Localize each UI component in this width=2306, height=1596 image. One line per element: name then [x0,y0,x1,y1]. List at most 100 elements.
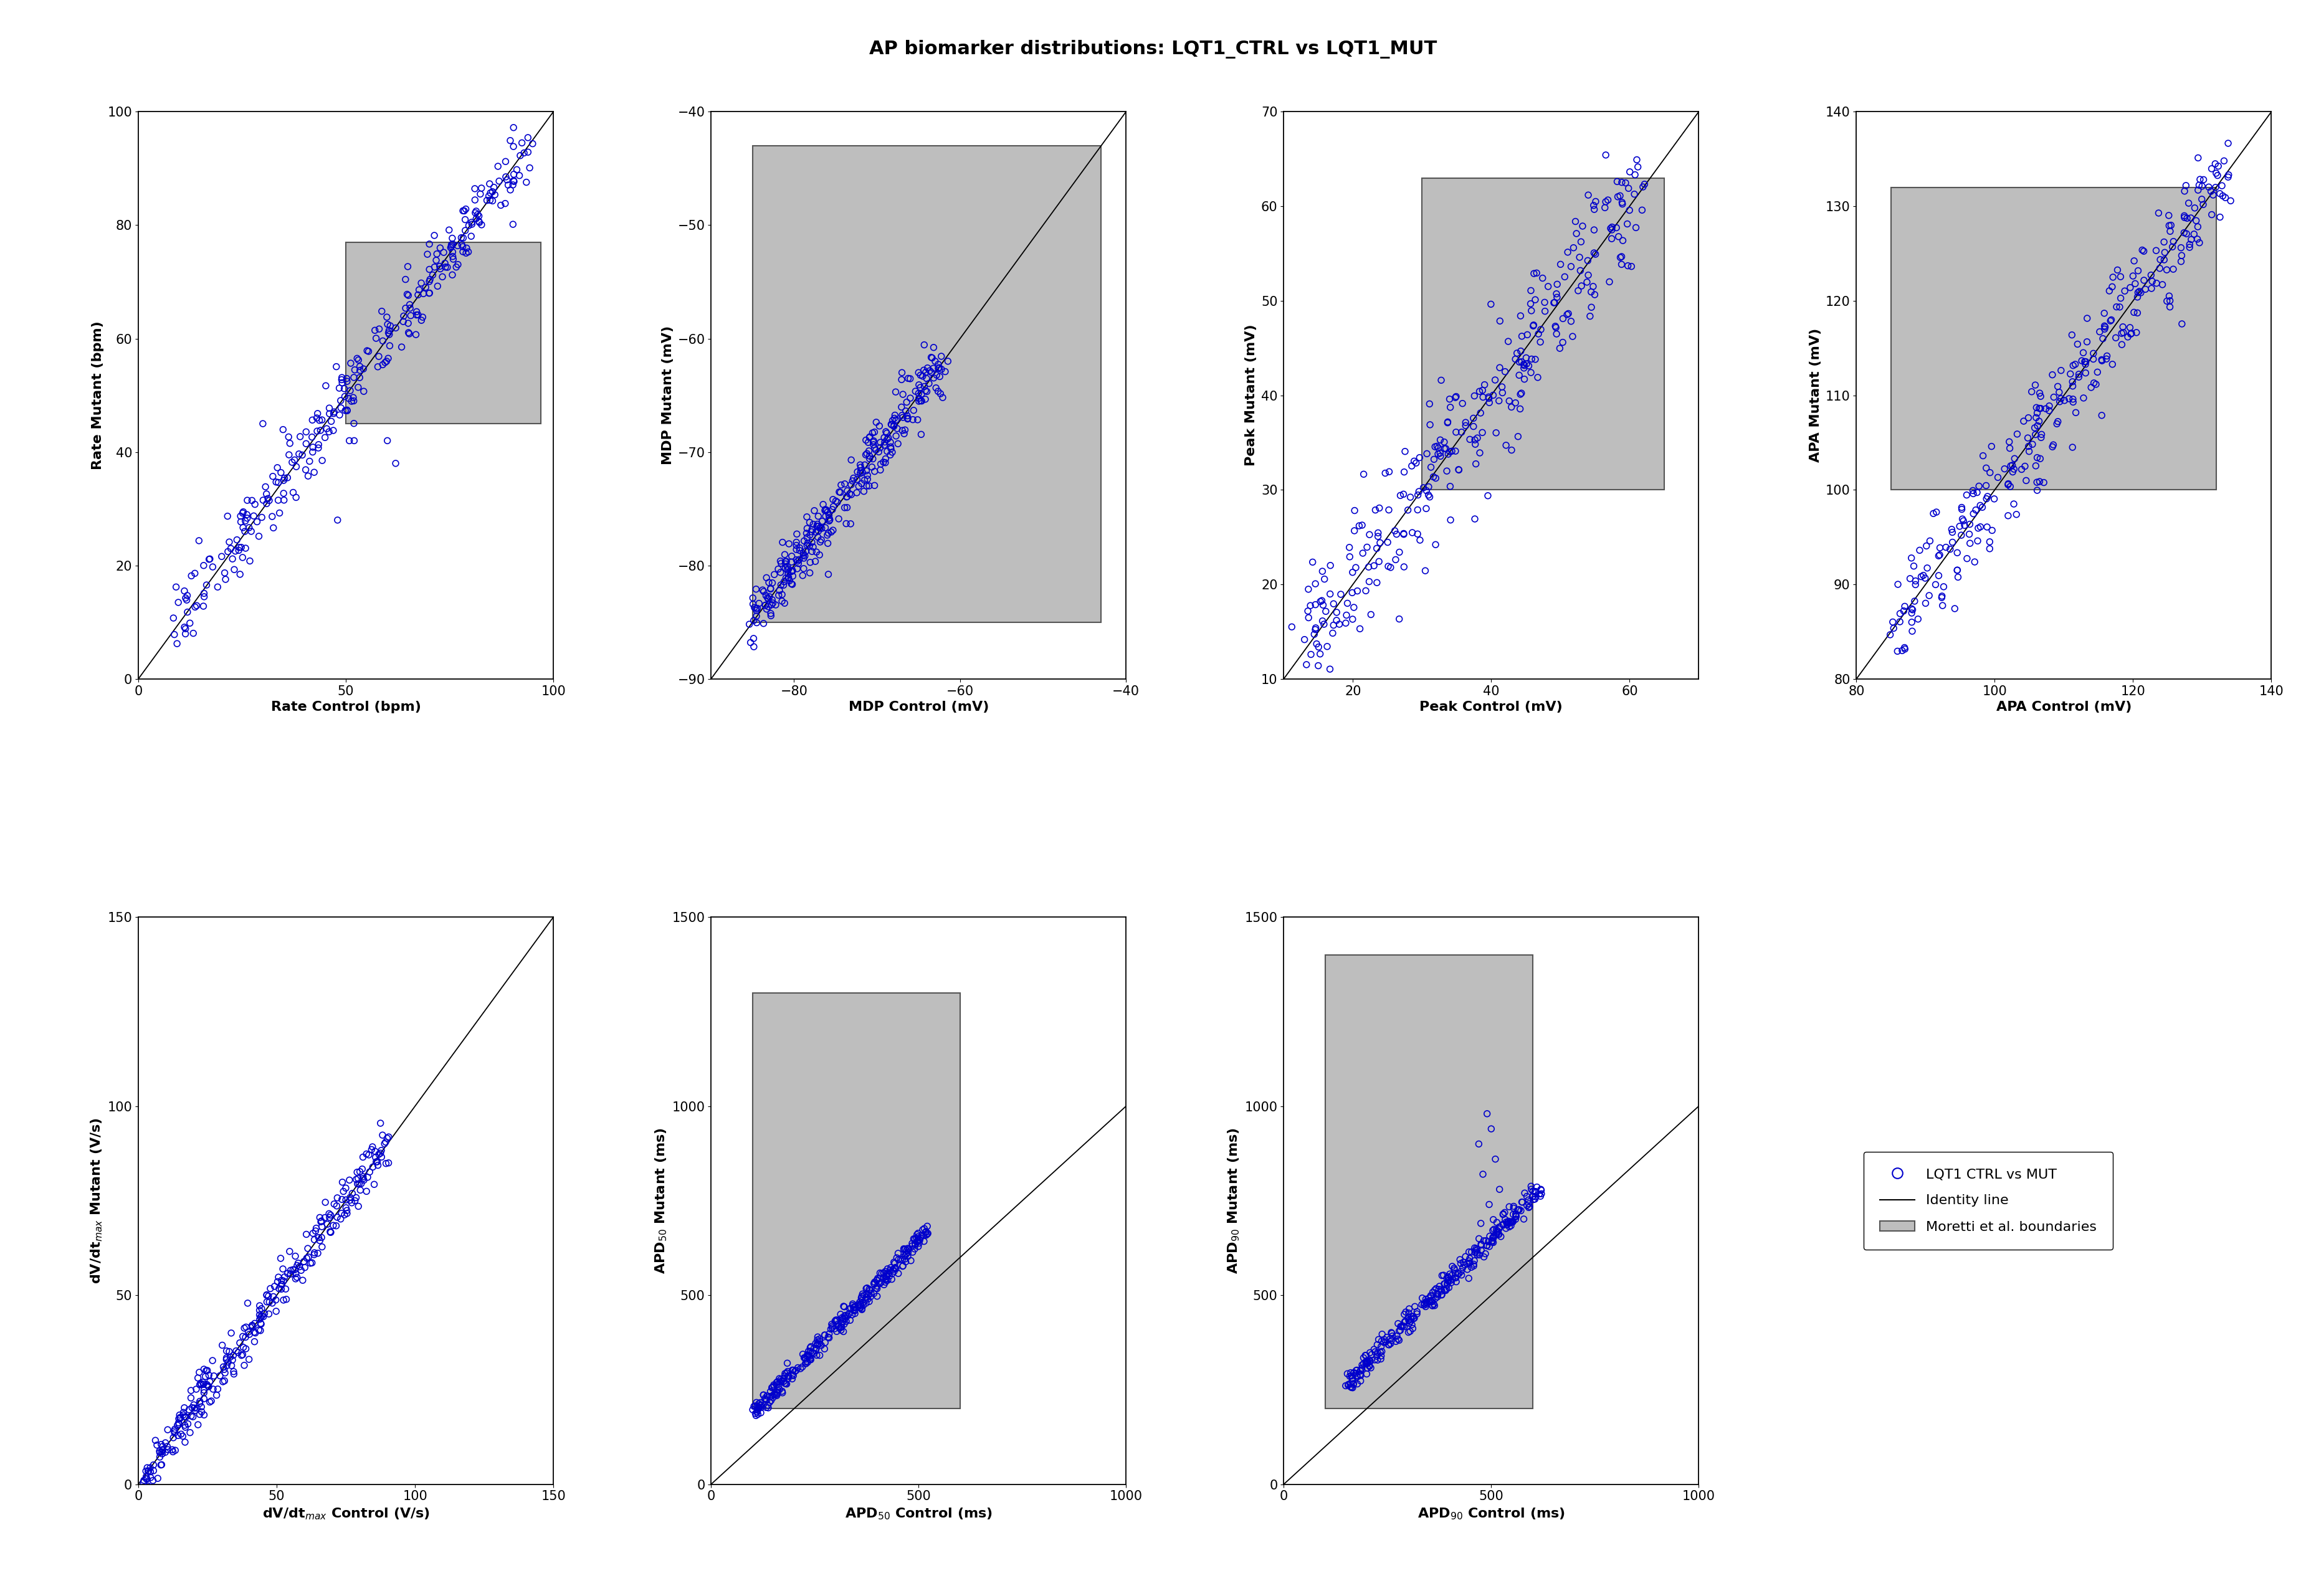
Point [1550,239,1587,265]
Point [371,318,408,343]
Point [1467,372,1504,397]
Point [1494,1210,1531,1235]
Point [1358,1339,1395,1365]
Point [876,1251,913,1277]
Point [351,338,387,364]
Point [251,488,288,514]
Point [842,1294,879,1320]
Point [1907,591,1944,616]
Point [826,471,862,496]
Point [789,1342,826,1368]
Point [766,1363,802,1389]
Point [1471,1224,1508,1250]
Point [397,322,434,348]
Point [1992,453,2029,479]
Point [2018,401,2055,426]
Point [909,1221,945,1246]
Point [1513,298,1550,324]
Point [1875,616,1912,642]
Point [277,1261,314,1286]
Point [357,318,394,343]
Point [263,1272,300,1298]
Point [1921,535,1958,560]
Point [242,1307,279,1333]
Point [743,1390,779,1416]
Point [2055,434,2092,460]
Point [2179,145,2216,171]
Point [238,1320,274,1345]
Point [1575,193,1612,219]
Point [1432,1261,1469,1286]
Point [1905,563,1942,589]
Point [842,1294,879,1320]
Point [779,522,816,547]
Point [909,1219,945,1245]
Point [404,270,440,295]
Point [173,1403,210,1428]
Point [231,1347,267,1373]
Point [316,1213,353,1238]
Point [761,1369,798,1395]
Point [911,370,948,396]
Point [1430,409,1467,434]
Point [1402,527,1439,552]
Point [858,437,895,463]
Point [1351,568,1388,594]
Point [2119,259,2156,284]
Point [1305,611,1342,637]
Point [311,401,348,426]
Point [786,528,823,554]
Point [224,1342,261,1368]
Point [2195,182,2232,207]
Point [387,295,424,321]
Point [304,407,341,433]
Point [157,575,194,600]
Point [749,594,786,619]
Point [745,611,782,637]
Point [224,500,261,525]
Bar [752,145,1102,622]
Point [1335,560,1372,586]
Point [277,1266,314,1291]
Point [807,1321,844,1347]
Point [1469,1232,1506,1258]
Point [1420,436,1457,461]
Point [1471,385,1508,410]
Point [184,1377,221,1403]
Point [1437,1261,1474,1286]
Point [1554,235,1591,260]
Point [1490,329,1527,354]
Point [293,1250,330,1275]
Point [856,1280,892,1306]
Point [888,1237,925,1262]
Point [786,546,823,571]
Point [1296,616,1333,642]
Point [1444,391,1480,417]
Point [2055,389,2092,415]
Point [1886,635,1923,661]
Point [851,1288,888,1314]
Point [302,1224,339,1250]
Point [1333,1360,1370,1385]
Point [1333,1366,1370,1392]
Point [1416,434,1453,460]
Point [233,1314,270,1339]
Point [874,409,911,434]
Point [1384,1314,1420,1339]
Point [1464,1162,1501,1187]
Point [480,153,517,179]
Point [2018,453,2055,479]
Point [897,378,934,404]
Point [1932,536,1969,562]
Point [2082,346,2119,372]
Point [2117,271,2154,297]
Point [231,516,267,541]
Point [2126,238,2163,263]
Point [171,1396,208,1422]
Point [1944,508,1981,533]
Point [1492,1215,1529,1240]
Point [1577,282,1614,308]
Point [2193,201,2230,227]
Point [736,595,773,621]
Point [835,1293,872,1318]
